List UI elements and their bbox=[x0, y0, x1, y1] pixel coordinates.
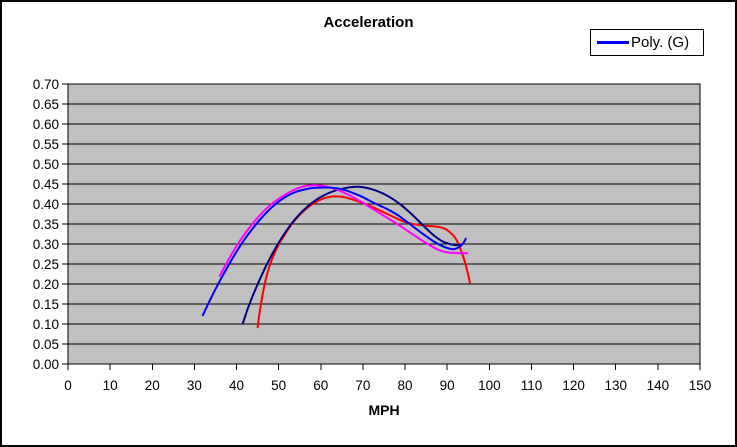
y-tick-label: 0.05 bbox=[33, 337, 59, 352]
y-tick-label: 0.20 bbox=[33, 277, 59, 292]
x-tick-label: 10 bbox=[103, 378, 118, 393]
x-tick-label: 90 bbox=[440, 378, 455, 393]
y-tick-label: 0.45 bbox=[33, 177, 59, 192]
x-tick-label: 60 bbox=[313, 378, 328, 393]
y-tick-label: 0.65 bbox=[33, 97, 59, 112]
y-tick-label: 0.30 bbox=[33, 237, 59, 252]
chart-title[interactable]: Acceleration bbox=[323, 14, 414, 31]
y-tick-label: 0.55 bbox=[33, 137, 59, 152]
y-tick-label: 0.40 bbox=[33, 197, 59, 212]
x-tick-label: 150 bbox=[689, 378, 712, 393]
y-tick-label: 0.35 bbox=[33, 217, 59, 232]
x-tick-label: 70 bbox=[355, 378, 370, 393]
x-tick-label: 100 bbox=[478, 378, 501, 393]
y-tick-label: 0.70 bbox=[33, 77, 59, 92]
x-tick-label: 80 bbox=[398, 378, 413, 393]
y-tick-label: 0.10 bbox=[33, 317, 59, 332]
x-tick-label: 30 bbox=[187, 378, 202, 393]
series-line-poly-trend-magenta[interactable] bbox=[218, 184, 469, 277]
y-tick-label: 0.50 bbox=[33, 157, 59, 172]
y-tick-label: 0.25 bbox=[33, 257, 59, 272]
x-tick-label: 40 bbox=[229, 378, 244, 393]
x-tick-label: 120 bbox=[562, 378, 585, 393]
series-line-poly-trend-blue-Poly-(G)[interactable] bbox=[201, 186, 467, 317]
x-tick-label: 140 bbox=[647, 378, 670, 393]
legend-line-sample bbox=[597, 41, 629, 44]
x-tick-label: 0 bbox=[64, 378, 72, 393]
y-tick-label: 0.15 bbox=[33, 297, 59, 312]
y-tick-label: 0.60 bbox=[33, 117, 59, 132]
x-axis-title: MPH bbox=[368, 402, 400, 418]
legend-label: Poly. (G) bbox=[631, 34, 690, 51]
legend[interactable]: Poly. (G) bbox=[590, 29, 704, 56]
x-tick-label: 50 bbox=[271, 378, 286, 393]
series-line-poly-trend-navy[interactable] bbox=[241, 185, 463, 325]
x-tick-label: 110 bbox=[521, 378, 543, 393]
y-tick-label: 0.00 bbox=[33, 357, 59, 372]
x-tick-label: 130 bbox=[604, 378, 627, 393]
x-tick-label: 20 bbox=[145, 378, 160, 393]
